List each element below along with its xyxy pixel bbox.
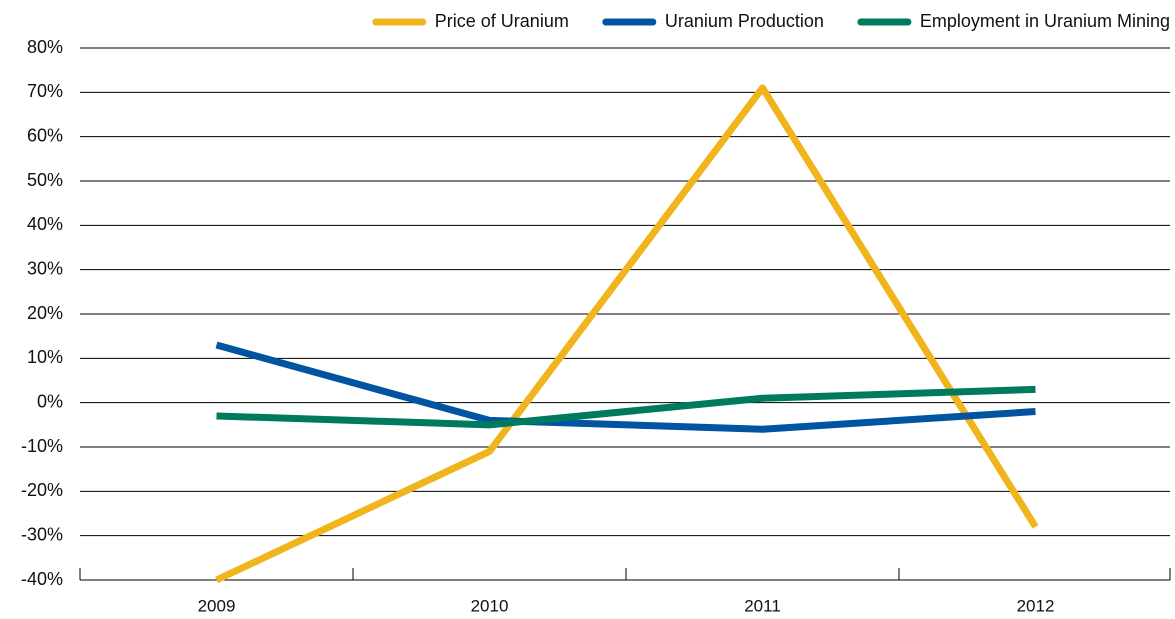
legend-label: Uranium Production xyxy=(665,11,824,31)
y-tick-label: 10% xyxy=(27,347,63,367)
y-tick-label: -30% xyxy=(21,524,63,544)
y-tick-label: 20% xyxy=(27,303,63,323)
y-tick-label: -40% xyxy=(21,569,63,589)
y-tick-label: 50% xyxy=(27,170,63,190)
x-tick-label: 2010 xyxy=(471,596,509,615)
line-series xyxy=(215,84,1039,584)
y-tick-label: 80% xyxy=(27,37,63,57)
y-tick-label: 0% xyxy=(37,391,63,411)
y-tick-label: -10% xyxy=(21,436,63,456)
x-tick-label: 2012 xyxy=(1017,596,1055,615)
y-tick-label: -20% xyxy=(21,480,63,500)
y-tick-label: 60% xyxy=(27,125,63,145)
y-tick-label: 70% xyxy=(27,81,63,101)
line-series xyxy=(215,341,1036,433)
line-series xyxy=(216,385,1036,429)
legend-label: Price of Uranium xyxy=(435,11,569,31)
x-tick-label: 2011 xyxy=(744,596,781,615)
legend-label: Employment in Uranium Mining xyxy=(920,11,1170,31)
x-tick-label: 2009 xyxy=(198,596,236,615)
y-tick-label: 30% xyxy=(27,258,63,278)
y-tick-label: 40% xyxy=(27,214,63,234)
